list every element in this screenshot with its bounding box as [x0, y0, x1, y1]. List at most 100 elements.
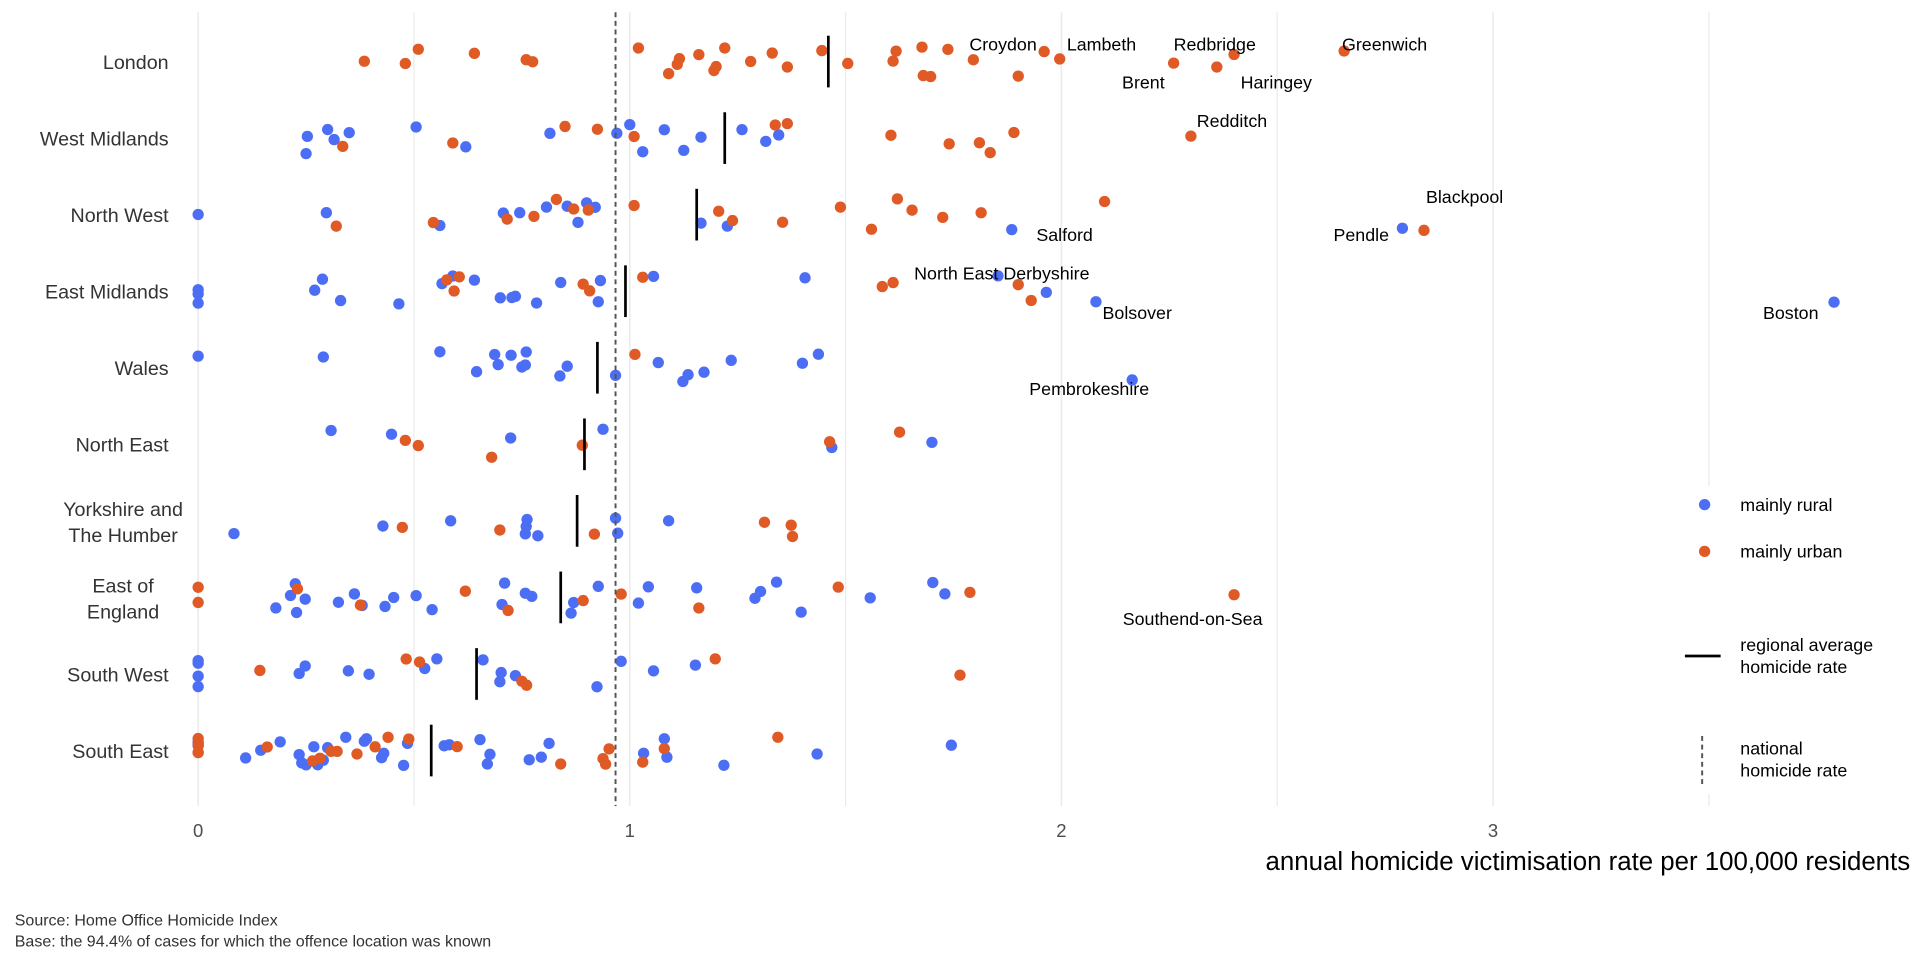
rural-area-point [652, 356, 664, 369]
point-label: Boston [1763, 303, 1819, 323]
urban-area-point [832, 581, 844, 593]
rural-area-point [760, 135, 772, 148]
legend-national-label: homicide rate [1740, 761, 1847, 781]
rural-area-point [270, 602, 282, 614]
urban-area-point [331, 745, 343, 758]
rural-area-point [718, 759, 730, 771]
rural-area-point [434, 346, 446, 358]
x-axis-title: annual homicide victimisation rate per 1… [1266, 848, 1911, 876]
urban-area-point [192, 732, 204, 745]
point-label: Pendle [1333, 225, 1389, 245]
urban-area-point [673, 53, 686, 65]
urban-area-point [769, 119, 781, 131]
rural-area-point [325, 424, 337, 437]
urban-area-point [890, 45, 902, 57]
urban-area-point [582, 204, 595, 216]
rural-area-point [632, 597, 645, 609]
rural-area-point [770, 576, 783, 588]
urban-area-point [726, 214, 739, 227]
rural-area-point [555, 276, 567, 289]
urban-area-point [816, 44, 828, 57]
region-label: South East [72, 741, 169, 763]
region-label: East of England [87, 575, 159, 623]
urban-area-point [354, 599, 367, 611]
urban-area-point [501, 213, 513, 225]
rural-area-point [1828, 296, 1840, 308]
rural-area-point [520, 346, 532, 358]
rural-area-point [509, 290, 522, 302]
urban-area-point [887, 276, 899, 289]
urban-area-point [459, 585, 471, 597]
rural-area-point [410, 121, 422, 133]
region-label-line: East of [92, 575, 154, 597]
region-label: North West [71, 205, 170, 227]
rural-area-point [481, 758, 494, 770]
rural-area-point [592, 580, 604, 593]
rural-area-point [927, 576, 939, 589]
urban-area-point [842, 57, 854, 70]
rural-area-point [695, 217, 707, 229]
urban-area-point [1228, 48, 1240, 61]
rural-area-point [239, 752, 252, 764]
point-labels: Croydon Lambeth Redbridge Greenwich Brent Har… [914, 34, 1818, 629]
urban-area-point [916, 41, 928, 53]
urban-area-point [975, 207, 987, 219]
urban-area-point [1211, 61, 1223, 73]
urban-area-point [468, 47, 481, 60]
urban-area-point [591, 123, 604, 135]
rural-area-point [725, 354, 737, 366]
urban-area-point [453, 271, 465, 283]
point-label: Southend-on-Sea [1123, 609, 1263, 629]
rural-area-point [1090, 296, 1102, 308]
rural-area-point [504, 432, 517, 444]
urban-area-point [893, 426, 906, 438]
urban-area-point [520, 679, 533, 691]
point-label: North East Derbyshire [914, 263, 1089, 283]
rural-area-point [658, 733, 670, 745]
urban-area-point [314, 752, 326, 764]
rural-area-point [328, 133, 340, 146]
point-label: Salford [1036, 225, 1093, 245]
chart-marks [192, 12, 1840, 807]
rural-area-point [698, 366, 710, 378]
point-label: Brent [1122, 73, 1165, 93]
rural-area-point [736, 123, 748, 136]
rural-area-point [526, 590, 538, 603]
urban-area-point [192, 747, 204, 759]
urban-area-point [1418, 224, 1430, 237]
urban-area-point [710, 60, 722, 73]
rural-area-point [661, 751, 673, 763]
urban-area-point [399, 57, 411, 70]
urban-area-point [758, 516, 771, 528]
rural-area-point [388, 591, 400, 604]
urban-area-point [776, 216, 789, 228]
rural-area-point [611, 127, 623, 139]
rural-area-point [492, 359, 504, 371]
urban-area-point [588, 528, 601, 540]
rural-area-point [926, 436, 938, 449]
urban-area-point [629, 348, 641, 361]
rural-area-point [939, 588, 951, 600]
rural-area-point [477, 654, 489, 666]
urban-area-point [632, 42, 645, 54]
legend: mainly rural mainly urban regional average… [1680, 486, 1873, 794]
rural-area-point [228, 527, 240, 540]
point-label: Lambeth [1067, 34, 1136, 54]
urban-area-point [693, 48, 705, 61]
rural-area-point [594, 274, 607, 287]
urban-area-point [766, 47, 778, 59]
legend-regional-label: homicide rate [1740, 657, 1847, 677]
rural-area-point [609, 512, 622, 524]
rural-area-point [658, 124, 670, 136]
point-label: Redbridge [1174, 34, 1256, 54]
urban-area-point [891, 193, 904, 205]
point-label: Blackpool [1426, 187, 1503, 207]
urban-area-point [369, 741, 381, 753]
urban-area-point [885, 129, 897, 141]
urban-area-point [261, 741, 273, 753]
caption-source: Source: Home Office Homicide Index [15, 913, 278, 930]
rural-area-point [561, 360, 573, 372]
rural-area-point [494, 676, 506, 688]
urban-area-point [1167, 57, 1180, 69]
urban-area-point [555, 758, 567, 770]
